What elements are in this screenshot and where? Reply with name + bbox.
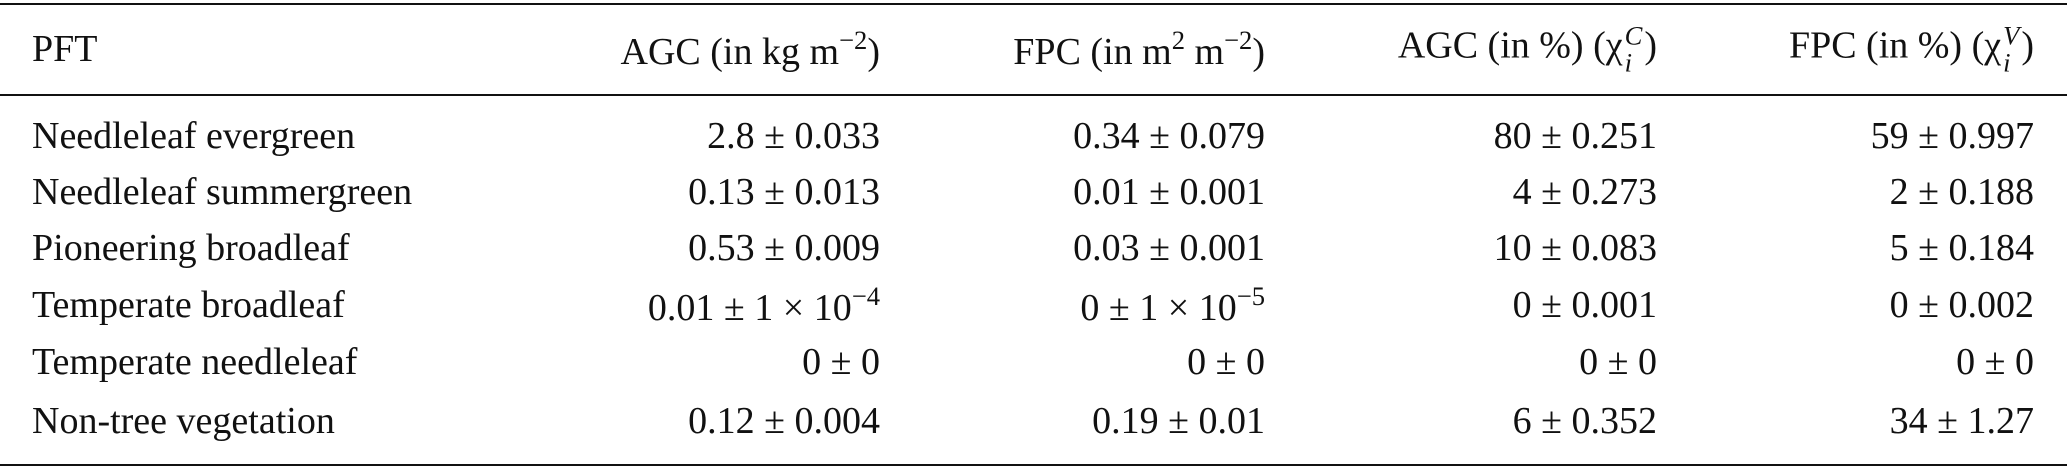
table-cell: 10 ± 0.083 — [1493, 227, 1657, 269]
text-part: AGC (in %) (χ — [1397, 24, 1623, 67]
text-part: FPC (in %) (χ — [1788, 24, 2002, 67]
superscript: 2 — [1171, 25, 1185, 56]
table-cell: 6 ± 0.352 — [1512, 400, 1657, 442]
table-cell: Needleleaf summergreen — [32, 171, 413, 213]
table-cell: Non-tree vegetation — [32, 400, 335, 442]
header-rule — [0, 94, 2067, 96]
table-cell: 2 ± 0.188 — [1889, 171, 2034, 213]
subscript: i — [1624, 47, 1632, 77]
subscript: i — [2003, 47, 2011, 77]
table-cell: 0.01 ± 0.001 — [1073, 171, 1265, 213]
superscript: −2 — [1224, 25, 1253, 56]
text-part: ) — [1644, 24, 1657, 67]
text-part: 0 ± 1 × 10 — [1080, 286, 1237, 329]
table-cell: 5 ± 0.184 — [1889, 227, 2034, 269]
table-cell: 0.01 ± 1 × 10−4 — [648, 283, 880, 327]
table-cell: Pioneering broadleaf — [32, 227, 350, 269]
table-cell: 80 ± 0.251 — [1493, 115, 1657, 157]
table-cell: Temperate broadleaf — [32, 284, 345, 326]
table-cell: 0 ± 0 — [1956, 341, 2034, 383]
table-cell: 0 ± 0.002 — [1889, 284, 2034, 326]
text-part: m — [1184, 30, 1225, 73]
superscript: −4 — [851, 281, 880, 312]
text-part: ) — [1252, 30, 1265, 73]
header-cell: AGC (in kg m−2) — [621, 27, 880, 71]
text-part: AGC (in kg m — [620, 30, 840, 73]
header-cell: FPC (in m2 m−2) — [1013, 27, 1265, 71]
table-cell: Needleleaf evergreen — [32, 115, 356, 157]
table-cell: 2.8 ± 0.033 — [707, 115, 880, 157]
text-part: ) — [2021, 24, 2034, 67]
table-cell: 0.03 ± 0.001 — [1073, 227, 1265, 269]
text-part: 0.01 ± 1 × 10 — [647, 286, 852, 329]
table-cell: 0.19 ± 0.01 — [1092, 400, 1265, 442]
table-cell: 0.34 ± 0.079 — [1073, 115, 1265, 157]
text-part: ) — [867, 30, 880, 73]
table-cell: 0.12 ± 0.004 — [688, 400, 880, 442]
superscript: −2 — [839, 25, 868, 56]
bottom-rule — [0, 464, 2067, 466]
top-rule — [0, 3, 2067, 5]
table-cell: 0 ± 0.001 — [1512, 284, 1657, 326]
table-cell: 0 ± 0 — [1187, 341, 1265, 383]
table-cell: 0.53 ± 0.009 — [688, 227, 880, 269]
table-cell: 34 ± 1.27 — [1889, 400, 2034, 442]
superscript: C — [1624, 20, 1643, 51]
header-cell: PFT — [32, 28, 98, 70]
table-cell: Temperate needleleaf — [32, 341, 358, 383]
table-cell: 4 ± 0.273 — [1512, 171, 1657, 213]
superscript: −5 — [1236, 281, 1265, 312]
table-cell: 0 ± 0 — [1579, 341, 1657, 383]
superscript: V — [2003, 20, 2020, 51]
table-cell: 0.13 ± 0.013 — [688, 171, 880, 213]
table-cell: 0 ± 0 — [802, 341, 880, 383]
table-cell: 59 ± 0.997 — [1870, 115, 2034, 157]
text-part: FPC (in m — [1013, 30, 1172, 73]
table-cell: 0 ± 1 × 10−5 — [1080, 283, 1265, 327]
